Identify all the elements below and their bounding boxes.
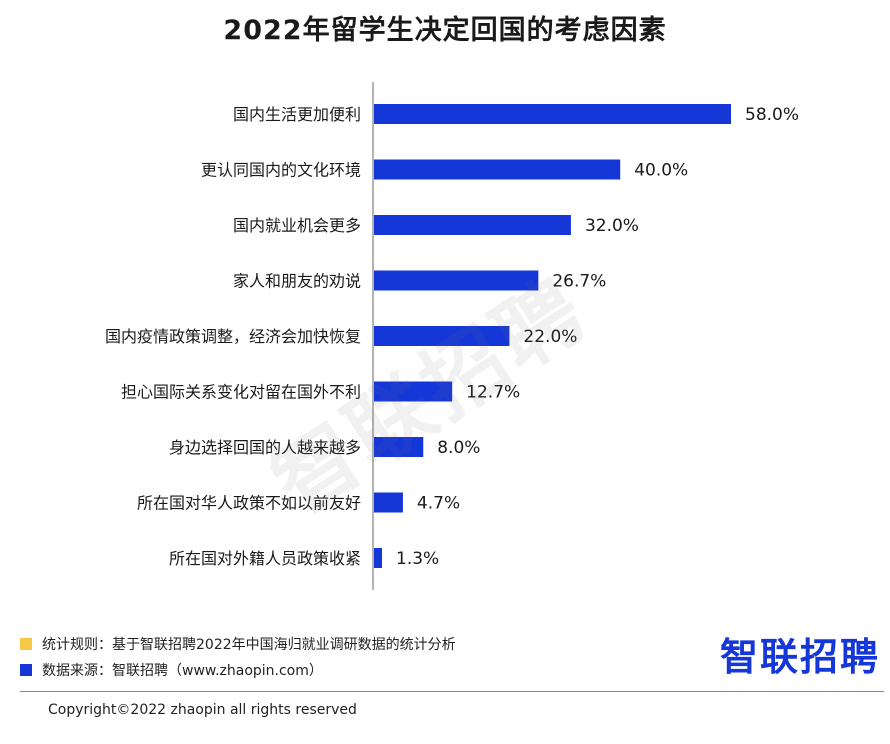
bar (374, 492, 403, 513)
bar (374, 159, 621, 180)
value-label: 22.0% (523, 327, 577, 347)
category-label: 家人和朋友的劝说 (233, 272, 361, 291)
bar (374, 548, 383, 568)
legend-text-source: 数据来源：智联招聘（www.zhaopin.com） (42, 663, 323, 679)
category-label: 所在国对华人政策不如以前友好 (137, 494, 361, 513)
legend-item-rule: 统计规则：基于智联招聘2022年中国海归就业调研数据的统计分析 (20, 634, 456, 654)
category-label: 担心国际关系变化对留在国外不利 (121, 383, 361, 402)
bar (374, 215, 571, 235)
bar (374, 270, 539, 291)
category-label: 国内就业机会更多 (233, 216, 361, 235)
value-label: 58.0% (745, 105, 799, 125)
bar (374, 381, 453, 402)
bar (374, 104, 731, 124)
value-label: 8.0% (437, 438, 480, 458)
value-label: 40.0% (634, 161, 688, 181)
value-label: 26.7% (552, 272, 606, 292)
bar (374, 437, 424, 457)
legend-text-rule: 统计规则：基于智联招聘2022年中国海归就业调研数据的统计分析 (42, 637, 456, 653)
category-label: 所在国对外籍人员政策收紧 (169, 549, 361, 568)
legend-item-source: 数据来源：智联招聘（www.zhaopin.com） (20, 660, 323, 680)
chart-title: 2022年留学生决定回国的考虑因素 (223, 15, 667, 46)
footer-divider (20, 691, 884, 692)
category-label: 国内生活更加便利 (233, 105, 361, 124)
value-label: 1.3% (396, 549, 439, 569)
bar (374, 326, 510, 346)
value-label: 12.7% (466, 383, 520, 403)
legend-swatch-yellow (20, 638, 32, 650)
category-label: 身边选择回国的人越来越多 (169, 438, 361, 457)
bar-chart: 国内生活更加便利 58.0% 更认同国内的文化环境 40.0% 国内就业机会更多 32.0… (105, 82, 799, 590)
value-label: 4.7% (417, 494, 460, 514)
value-label: 32.0% (585, 216, 639, 236)
copyright-text: Copyright©2022 zhaopin all rights reserv… (48, 702, 357, 718)
category-label: 国内疫情政策调整，经济会加快恢复 (105, 327, 361, 346)
brand-logo: 智联招聘 (719, 635, 880, 679)
legend-swatch-blue (20, 664, 32, 676)
category-label: 更认同国内的文化环境 (201, 161, 361, 180)
